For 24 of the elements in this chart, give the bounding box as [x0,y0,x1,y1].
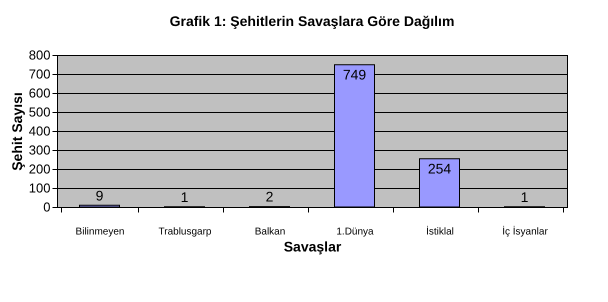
y-tick-label: 300 [28,142,50,158]
y-tick-label: 600 [28,86,50,100]
y-tick-label: 500 [28,104,50,120]
data-label: 749 [342,66,366,83]
x-tick-label: Bilinmeyen [76,226,124,238]
data-label: 2 [266,188,274,205]
y-tick-label: 700 [28,66,50,82]
x-axis-title: Savaşlar [284,238,342,254]
x-tick-label: İç İsyanlar [502,226,548,238]
data-label: 1 [520,188,529,205]
x-tick-label: Balkan [254,226,286,238]
y-tick-label: 100 [28,180,50,196]
x-tick-label: Trablusgarp [158,226,212,238]
data-label: 1 [180,188,189,205]
data-label: 9 [96,187,104,204]
y-axis-title: Şehit Sayısı [8,92,25,171]
chart-title: Grafik 1: Şehitlerin Savaşlara Göre Dağılım [170,13,454,29]
y-tick-label: 400 [28,124,50,138]
y-tick-label: 0 [43,200,50,214]
x-tick-label: 1.Dünya [336,226,374,238]
data-label: 254 [428,160,452,177]
x-tick-label: İstiklal [426,226,454,238]
y-tick-label: 200 [28,162,50,176]
y-tick-label: 800 [28,48,50,62]
